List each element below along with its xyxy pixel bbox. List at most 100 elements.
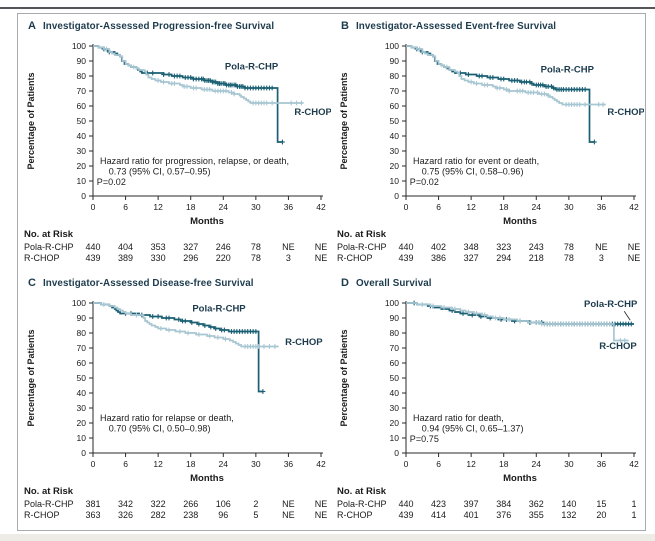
km-curve-r-chop: [93, 45, 304, 104]
y-tick-label: 80: [390, 71, 400, 81]
at-risk-value: 78: [251, 242, 261, 252]
at-risk-value: 414: [431, 510, 446, 520]
x-tick-label: 6: [123, 459, 128, 469]
at-risk-value: 294: [496, 253, 511, 263]
y-tick-label: 100: [385, 298, 399, 308]
at-risk-value: 3: [286, 253, 291, 263]
hazard-annotation-line: Hazard ratio for death,: [413, 412, 504, 422]
censor-marks-r-chop: [419, 301, 628, 343]
at-risk-value: 218: [529, 253, 544, 263]
at-risk-value: NE: [628, 253, 641, 263]
x-tick-label: 36: [284, 202, 294, 212]
y-tick-label: 60: [390, 358, 400, 368]
at-risk-value: 322: [151, 499, 166, 509]
x-tick-label: 6: [123, 202, 128, 212]
km-curve-r-chop: [93, 301, 279, 347]
x-tick-label: 36: [597, 202, 607, 212]
at-risk-value: NE: [595, 242, 608, 252]
y-tick-label: 30: [77, 403, 87, 413]
at-risk-value: NE: [282, 510, 295, 520]
at-risk-value: 423: [431, 499, 446, 509]
at-risk-header: No. at Risk: [337, 229, 387, 240]
x-tick-label: 18: [186, 459, 196, 469]
x-axis-title: Months: [190, 216, 224, 227]
at-risk-row-name: Pola-R-CHP: [24, 499, 74, 509]
y-tick-label: 90: [390, 313, 400, 323]
y-tick-label: 100: [72, 298, 86, 308]
y-axis-title: Percentage of Patients: [339, 72, 349, 169]
at-risk-row-name: R-CHOP: [337, 253, 373, 263]
y-tick-label: 40: [77, 388, 87, 398]
y-axis-title: Percentage of Patients: [26, 329, 36, 426]
panel-c-letter: C: [28, 276, 36, 289]
y-tick-label: 40: [390, 388, 400, 398]
y-tick-label: 10: [77, 176, 87, 186]
curve-label-pola-r-chp: Pola-R-CHP: [192, 303, 246, 314]
y-tick-label: 0: [81, 191, 86, 201]
at-risk-value: 5: [253, 510, 258, 520]
at-risk-value: 20: [596, 510, 606, 520]
panel-c-title: Investigator-Assessed Disease-free Survi…: [42, 277, 254, 289]
y-tick-label: 20: [390, 161, 400, 171]
axes: [89, 44, 323, 200]
at-risk-value: 266: [183, 499, 198, 509]
at-risk-value: 401: [464, 510, 479, 520]
x-axis-title: Months: [503, 216, 537, 227]
x-tick-label: 30: [564, 459, 574, 469]
y-tick-label: 70: [77, 343, 87, 353]
censor-marks-pola-r-chp: [414, 46, 597, 145]
y-tick-label: 20: [390, 418, 400, 428]
y-tick-label: 50: [77, 373, 87, 383]
y-tick-label: 0: [81, 448, 86, 458]
x-tick-label: 12: [153, 459, 163, 469]
km-series-r-chop: [406, 301, 629, 343]
x-tick-label: 36: [284, 459, 294, 469]
at-risk-value: 220: [216, 253, 231, 263]
x-tick-label: 42: [316, 202, 326, 212]
at-risk-value: 362: [529, 499, 544, 509]
panel-a: A Investigator-Assessed Progression-free…: [20, 17, 331, 272]
at-risk-value: 397: [464, 499, 479, 509]
at-risk-value: 326: [118, 510, 133, 520]
y-axis-title: Percentage of Patients: [26, 72, 36, 169]
at-risk-row-name: R-CHOP: [24, 510, 60, 520]
panel-d-letter: D: [341, 276, 349, 289]
x-tick-label: 30: [251, 202, 261, 212]
axes: [89, 300, 323, 457]
x-tick-label: 30: [564, 202, 574, 212]
axes: [402, 44, 636, 200]
y-tick-label: 70: [390, 86, 400, 96]
y-tick-label: 70: [77, 86, 87, 96]
km-chart-d: 0 10 20 30 40 50 60 70 80 90 100 0 6 12 18 24 30 36 42 Perc…: [337, 298, 639, 520]
at-risk-value: NE: [282, 242, 295, 252]
km-chart-a: 0 10 20 30 40 50 60 70 80 90 100 0 6 12 18 24 30 36 42 Perc…: [24, 41, 331, 263]
at-risk-value: 282: [151, 510, 166, 520]
y-tick-label: 10: [390, 176, 400, 186]
at-risk-value: 327: [183, 242, 198, 252]
x-tick-label: 0: [404, 202, 409, 212]
at-risk-value: 3: [599, 253, 604, 263]
y-tick-label: 70: [390, 343, 400, 353]
at-risk-value: 96: [218, 510, 228, 520]
panel-b: B Investigator-Assessed Event-free Survi…: [333, 17, 644, 272]
at-risk-value: 402: [431, 242, 446, 252]
at-risk-value: 327: [464, 253, 479, 263]
hazard-annotation-line: P=0.02: [410, 177, 439, 187]
at-risk-value: 1: [631, 510, 636, 520]
x-axis-title: Months: [503, 473, 537, 484]
at-risk-row-name: R-CHOP: [24, 253, 60, 263]
panel-d: D Overall Survival 0 10 20 30 40 50 60 70 80 90 10…: [333, 274, 644, 529]
x-tick-label: 24: [532, 202, 542, 212]
curve-label-pola-r-chp: Pola-R-CHP: [584, 298, 638, 309]
label-leader-line: [623, 310, 631, 320]
x-tick-label: 24: [219, 459, 229, 469]
at-risk-value: 348: [464, 242, 479, 252]
at-risk-row-name: Pola-R-CHP: [24, 242, 74, 252]
at-risk-value: 404: [118, 242, 133, 252]
x-tick-label: 12: [466, 202, 476, 212]
y-tick-label: 100: [72, 41, 86, 51]
at-risk-value: 78: [564, 253, 574, 263]
hazard-annotation-line: P=0.75: [410, 434, 439, 444]
at-risk-value: 132: [561, 510, 576, 520]
x-tick-label: 0: [91, 202, 96, 212]
